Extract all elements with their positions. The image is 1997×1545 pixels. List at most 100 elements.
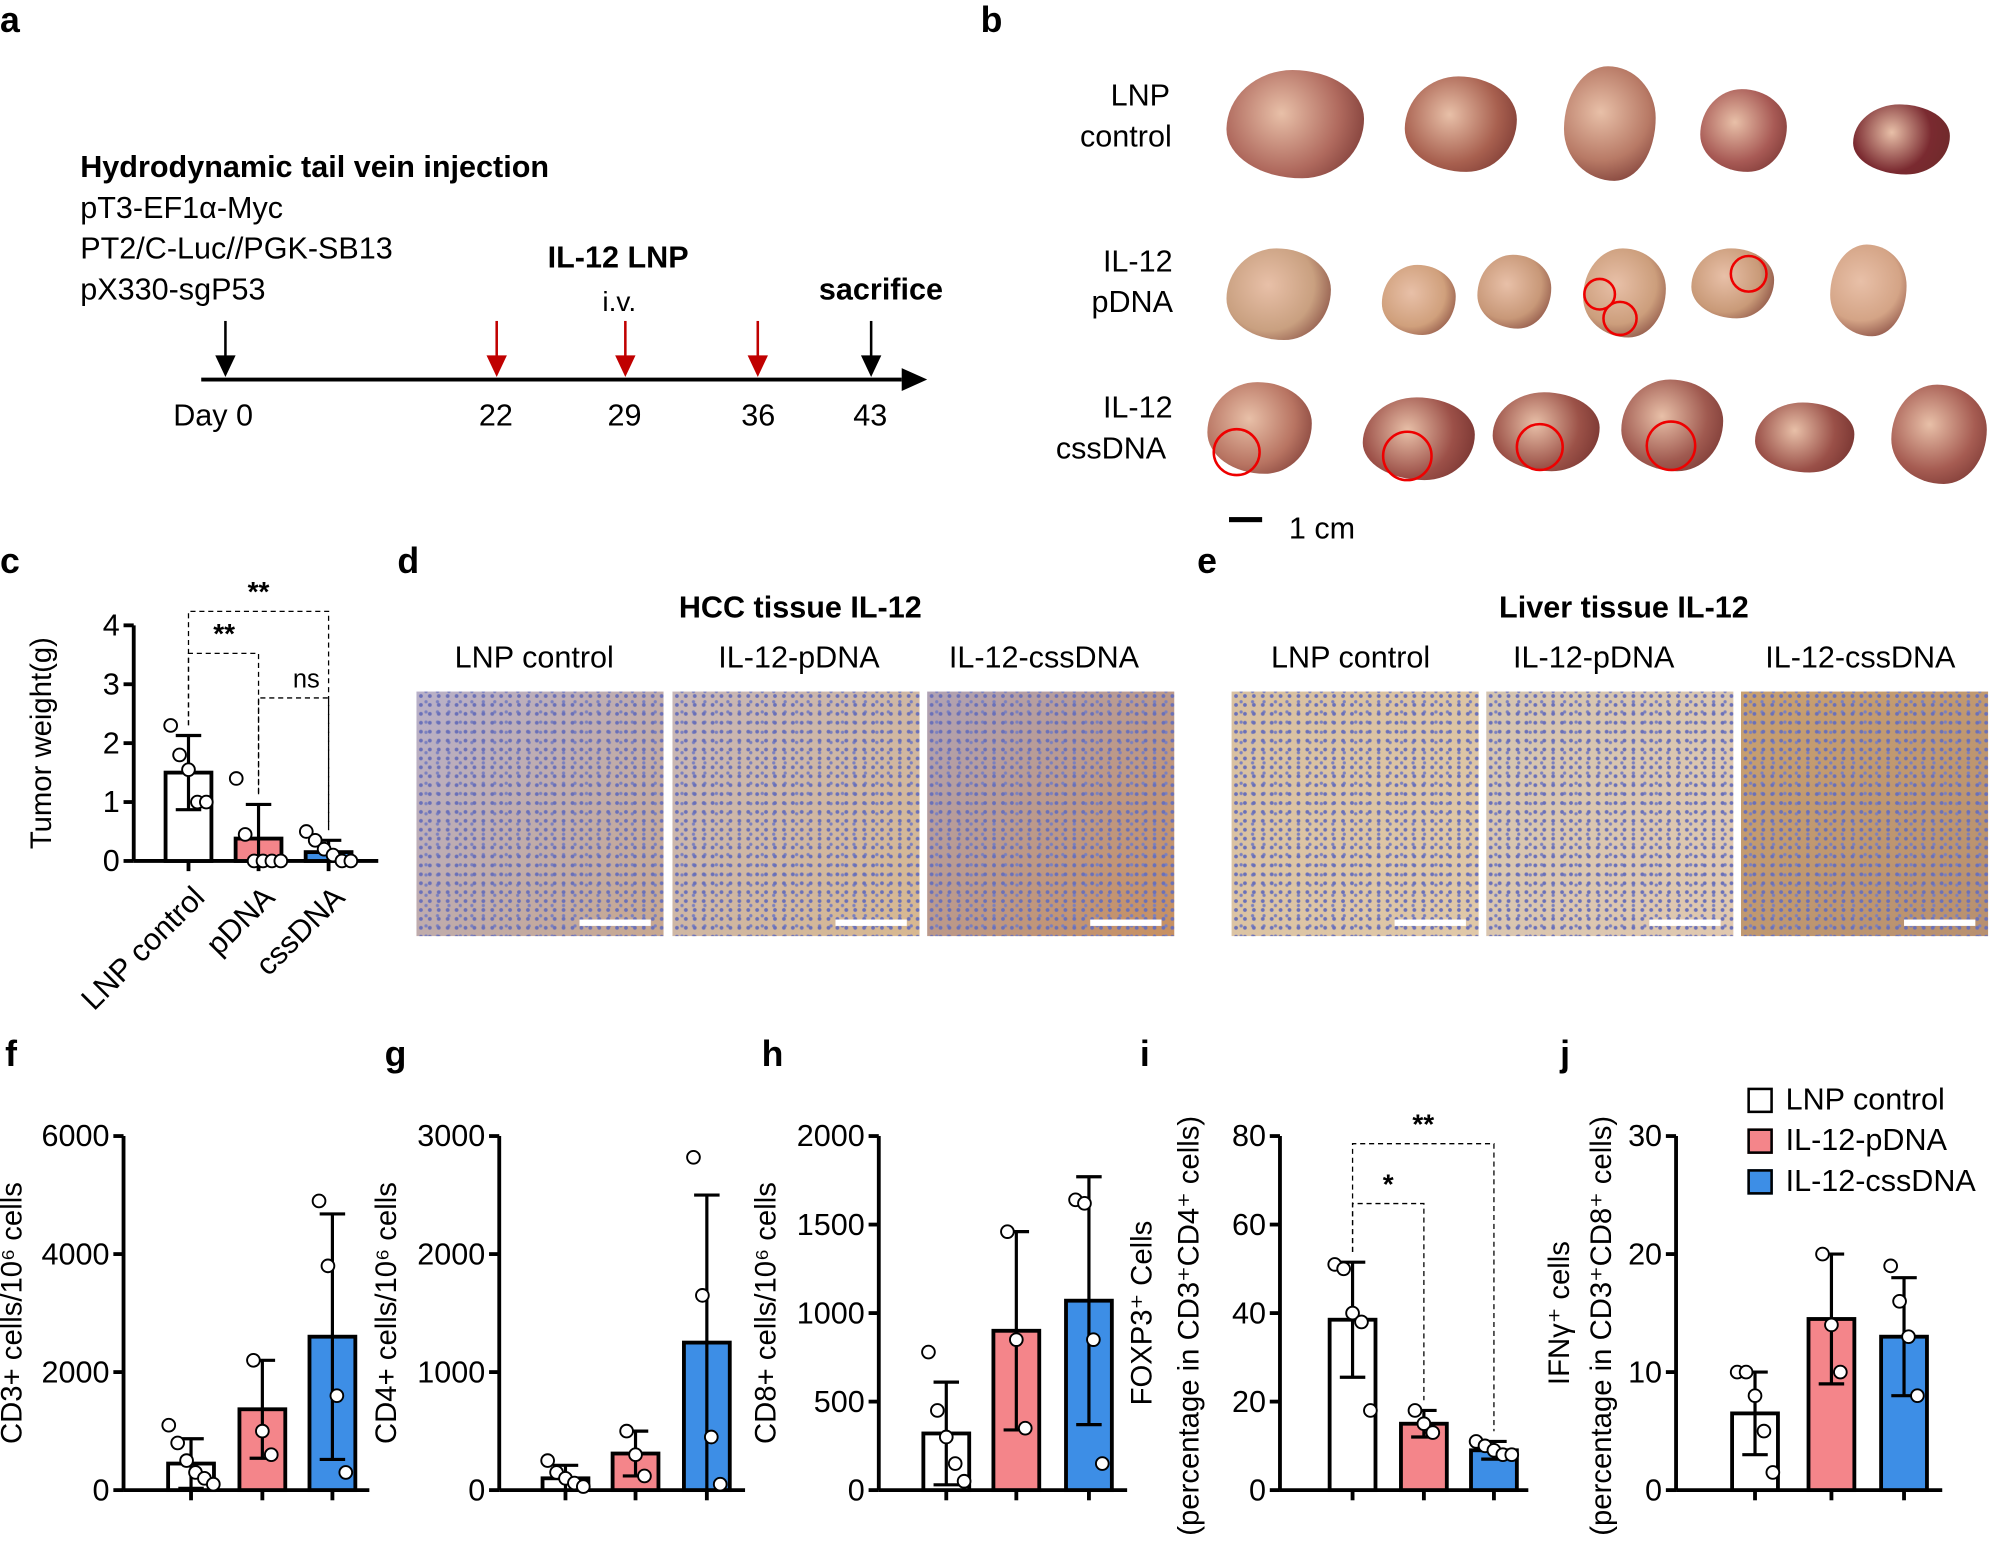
data-point (1077, 1195, 1092, 1211)
timeline (201, 320, 928, 391)
y-tick-label: 0 (103, 844, 120, 878)
legend-swatch (1747, 1169, 1773, 1195)
y-tick-label: 20 (1232, 1385, 1266, 1419)
panel-letter-i: i (1139, 1034, 1150, 1074)
data-point (343, 853, 359, 869)
y-axis-label: FOXP3⁺ Cells (1125, 1221, 1158, 1406)
histology-scale-bar (1090, 919, 1162, 926)
histology-scale-bar (835, 919, 907, 926)
significance-label: ** (248, 576, 270, 607)
panel-letter-j: j (1560, 1034, 1571, 1074)
data-point (1883, 1258, 1898, 1274)
y-axis-label: IFNγ⁺ cells (1543, 1241, 1576, 1385)
legend-swatch (1747, 1128, 1773, 1154)
data-point (228, 771, 244, 786)
row-label-line2: cssDNA (1055, 431, 1167, 467)
y-tick-label: 0 (468, 1473, 485, 1507)
liver-photo (1404, 76, 1517, 172)
y-tick-label: 0 (1249, 1473, 1266, 1507)
histology-scale-bar (579, 919, 651, 926)
data-point (307, 833, 323, 848)
histology-scale-bar (1394, 919, 1466, 926)
legend-label: IL-12-pDNA (1785, 1123, 1947, 1158)
liver-photo (1853, 104, 1950, 175)
y-axis-label: CD3+ cells/10⁶ cells (0, 1182, 29, 1444)
significance-bracket (187, 652, 260, 795)
data-point (237, 827, 253, 842)
tumor-circle-marker (1515, 422, 1564, 472)
data-point (172, 747, 187, 763)
x-tick-label: LNP control (75, 880, 212, 1017)
treatment-arrow-icon (486, 320, 507, 377)
significance-label: ** (1412, 1109, 1434, 1140)
liver-photo (1755, 402, 1855, 473)
liver-photo (1226, 70, 1365, 179)
y-axis-label: CD8+ cells/10⁶ cells (750, 1182, 783, 1444)
data-point (1815, 1246, 1830, 1262)
injection-heading: Hydrodynamic tail vein injection (80, 150, 550, 185)
data-point (1086, 1332, 1101, 1347)
histology-image (1741, 691, 1989, 937)
panel-letter-b: b (980, 0, 1003, 40)
legend-item: LNP control (1747, 1080, 1975, 1121)
data-point (1892, 1293, 1907, 1309)
panel-letter-e: e (1197, 541, 1218, 581)
tumor-circle-marker (1602, 300, 1638, 337)
liver-photo (1477, 254, 1552, 329)
data-point (619, 1423, 634, 1439)
tumor-circle-marker (1583, 277, 1617, 311)
y-tick-label: 30 (1628, 1119, 1662, 1153)
data-point (329, 1388, 345, 1404)
data-point (1407, 1403, 1423, 1418)
injection-arrow-icon (215, 320, 236, 377)
y-tick-label: 3000 (417, 1119, 485, 1153)
data-point (206, 1476, 221, 1492)
y-tick-label: 2000 (417, 1237, 485, 1271)
tumor-circle-marker (1212, 427, 1261, 477)
y-tick-label: 1500 (797, 1208, 865, 1242)
data-point (1354, 1314, 1369, 1330)
data-point (1425, 1425, 1441, 1440)
data-point (930, 1403, 945, 1418)
data-point (921, 1344, 936, 1360)
data-point (1094, 1456, 1110, 1471)
liver-photo (1700, 89, 1787, 172)
y-tick-label: 4 (103, 609, 120, 643)
y-tick-label: 60 (1232, 1208, 1266, 1242)
row-label-line2: control (1080, 119, 1172, 155)
data-point (1363, 1403, 1378, 1418)
panel-letter-d: d (397, 541, 420, 581)
y-tick-label: 20 (1628, 1237, 1662, 1271)
data-point (1833, 1364, 1848, 1380)
y-tick-label: 2 (103, 726, 120, 760)
y-tick-label: 40 (1232, 1296, 1266, 1330)
data-point (686, 1149, 701, 1165)
data-point (273, 853, 289, 869)
data-point (179, 1453, 194, 1468)
day-label: 29 (607, 398, 642, 434)
data-point (163, 718, 178, 733)
scale-label: 1 cm (1288, 511, 1356, 547)
data-point (298, 824, 314, 839)
panel-d-column: IL-12-cssDNA (948, 640, 1140, 676)
histology-image (416, 691, 664, 937)
route-label: i.v. (602, 285, 637, 318)
data-point (1017, 1420, 1033, 1436)
histology-image (672, 691, 920, 937)
chart-h: 0 500 1000 1500 2000 CD8+ cells/10⁶ cells (750, 1119, 1128, 1507)
panel-d-column: LNP control (454, 640, 614, 676)
y-tick-label: 4000 (42, 1237, 110, 1271)
significance-bracket (1351, 1143, 1495, 1432)
y-tick-label: 0 (848, 1473, 865, 1507)
histology-image (927, 691, 1175, 937)
panel-letter-c: c (0, 541, 20, 581)
histology-scale-bar (1649, 919, 1721, 926)
y-tick-label: 3 (103, 667, 120, 701)
significance-label: ns (293, 666, 320, 694)
data-point (1824, 1317, 1839, 1333)
data-point (1756, 1423, 1772, 1439)
data-point (712, 1476, 728, 1492)
panel-e-column: IL-12-pDNA (1513, 640, 1675, 676)
